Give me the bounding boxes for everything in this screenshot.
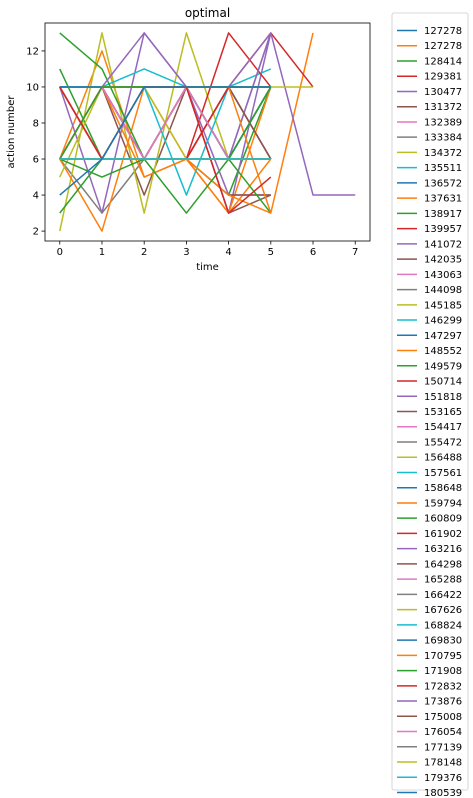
legend-label-26: 154417	[424, 422, 462, 433]
series-line-22	[59, 158, 272, 214]
series-line-18	[59, 86, 271, 178]
legend-label-3: 129381	[424, 72, 462, 83]
legend-label-22: 149579	[424, 361, 462, 372]
y-tick-label-1: 4	[33, 191, 39, 202]
y-tick-label-3: 8	[33, 118, 39, 129]
x-tick-label-2: 2	[141, 247, 147, 258]
x-tick-label-3: 3	[183, 247, 189, 258]
plot-frame	[44, 22, 371, 242]
legend-label-9: 135511	[424, 163, 462, 174]
x-tick-label-5: 5	[268, 247, 274, 258]
legend-label-29: 157561	[424, 468, 462, 479]
x-axis-label: time	[196, 262, 219, 273]
legend-label-38: 167626	[424, 605, 462, 616]
y-tick-label-5: 12	[26, 46, 39, 57]
legend-label-41: 170795	[424, 651, 462, 662]
legend-label-14: 141072	[424, 239, 462, 250]
legend-label-42: 171908	[424, 666, 462, 677]
y-axis-ticks: 2 4 6 8 10 12	[26, 46, 45, 238]
legend-label-25: 153165	[424, 407, 462, 418]
legend-label-13: 139957	[424, 224, 462, 235]
legend-label-36: 165288	[424, 575, 462, 586]
y-tick-label-2: 6	[33, 155, 39, 166]
legend-label-43: 172832	[424, 681, 462, 692]
x-tick-label-4: 4	[225, 247, 231, 258]
series-line-36	[59, 86, 271, 160]
legend-label-46: 176054	[424, 727, 462, 738]
legend-label-31: 159794	[424, 498, 462, 509]
legend-label-11: 137631	[424, 194, 462, 205]
legend-label-23: 150714	[424, 377, 462, 388]
legend-label-28: 156488	[424, 453, 462, 464]
y-tick-label-0: 2	[33, 227, 39, 238]
legend-label-44: 173876	[424, 697, 462, 708]
legend-label-35: 164298	[424, 559, 462, 570]
series-line-15	[59, 158, 271, 196]
legend-label-15: 142035	[424, 255, 462, 266]
legend-label-20: 147297	[424, 331, 462, 342]
legend-label-4: 130477	[424, 87, 462, 98]
legend-label-50: 180539	[424, 788, 462, 798]
legend-frame	[391, 12, 469, 791]
legend-label-49: 179376	[424, 773, 462, 784]
legend-items: 127278 127278 128414 129381 130477 131372 1323…	[397, 26, 462, 798]
legend-label-40: 169830	[424, 636, 462, 647]
x-tick-label-6: 6	[310, 247, 316, 258]
series-line-50	[59, 86, 271, 196]
legend-label-8: 134372	[424, 148, 462, 159]
legend-label-10: 136572	[424, 178, 462, 189]
legend-label-39: 168824	[424, 620, 462, 631]
legend-label-6: 132389	[424, 117, 462, 128]
legend-label-34: 163216	[424, 544, 462, 555]
x-axis-ticks: 0 1 2 3 4 5 6 7	[57, 241, 358, 258]
legend-label-21: 148552	[424, 346, 462, 357]
legend-label-27: 155472	[424, 437, 462, 448]
x-tick-label-7: 7	[352, 247, 358, 258]
legend-label-12: 138917	[424, 209, 462, 220]
x-tick-label-1: 1	[99, 247, 105, 258]
legend-label-33: 161902	[424, 529, 462, 540]
legend-label-17: 144098	[424, 285, 462, 296]
legend-label-24: 151818	[424, 392, 462, 403]
legend-label-47: 177139	[424, 742, 462, 753]
legend: 127278 127278 128414 129381 130477 131372 1323…	[391, 12, 469, 798]
legend-label-18: 145185	[424, 300, 462, 311]
legend-label-5: 131372	[424, 102, 462, 113]
y-axis-label: action number	[6, 95, 17, 169]
series-line-2	[59, 68, 272, 196]
legend-label-45: 175008	[424, 712, 462, 723]
legend-label-32: 160809	[424, 514, 462, 525]
legend-label-1: 127278	[424, 41, 462, 52]
chart-title: optimal	[185, 6, 230, 20]
x-tick-label-0: 0	[57, 247, 63, 258]
legend-label-16: 143063	[424, 270, 462, 281]
legend-label-19: 146299	[424, 316, 462, 327]
legend-label-0: 127278	[424, 26, 462, 37]
series-line-1	[59, 50, 272, 214]
legend-label-37: 166422	[424, 590, 462, 601]
legend-label-48: 178148	[424, 758, 462, 769]
legend-label-30: 158648	[424, 483, 462, 494]
legend-label-2: 128414	[424, 56, 462, 67]
series-layer	[59, 32, 356, 232]
series-line-8	[59, 32, 272, 232]
legend-label-7: 133384	[424, 133, 462, 144]
y-tick-label-4: 10	[26, 82, 39, 93]
